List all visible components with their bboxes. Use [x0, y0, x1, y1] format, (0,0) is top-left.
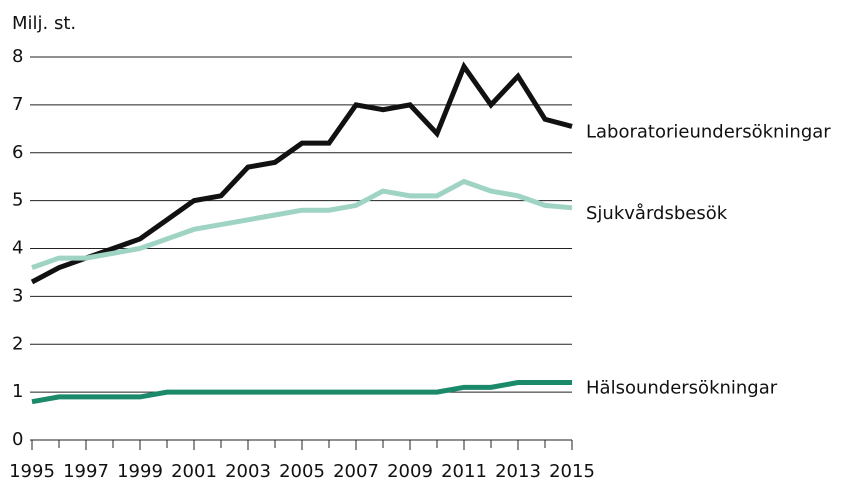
y-tick-label: 1	[12, 381, 23, 402]
y-tick-label: 4	[12, 238, 23, 259]
series-line	[30, 61, 573, 285]
y-tick-label: 6	[12, 142, 23, 163]
x-tick-label: 1999	[117, 461, 163, 482]
x-tick-label: 2009	[387, 461, 433, 482]
y-tick-label: 2	[12, 333, 23, 354]
x-tick-label: 2011	[441, 461, 487, 482]
series-label: Sjukvårdsbesök	[586, 203, 728, 224]
x-tick-label: 2001	[171, 461, 217, 482]
x-tick-label: 2007	[333, 461, 379, 482]
x-tick-label: 2005	[279, 461, 325, 482]
y-tick-label: 5	[12, 190, 23, 211]
series-line	[31, 178, 573, 271]
series-label: Laboratorieundersökningar	[586, 121, 831, 142]
x-tick-label: 2013	[495, 461, 541, 482]
x-tick-label: 1995	[9, 461, 55, 482]
x-tick-label: 2003	[225, 461, 271, 482]
y-tick-label: 0	[12, 429, 23, 450]
series-line	[31, 380, 572, 405]
y-tick-label: 8	[12, 46, 23, 67]
x-tick-label: 2015	[549, 461, 595, 482]
series-label: Hälsoundersökningar	[586, 378, 778, 399]
y-tick-label: 7	[12, 94, 23, 115]
y-axis-label: Milj. st.	[12, 13, 76, 34]
y-tick-label: 3	[12, 285, 23, 306]
x-tick-label: 1997	[63, 461, 109, 482]
